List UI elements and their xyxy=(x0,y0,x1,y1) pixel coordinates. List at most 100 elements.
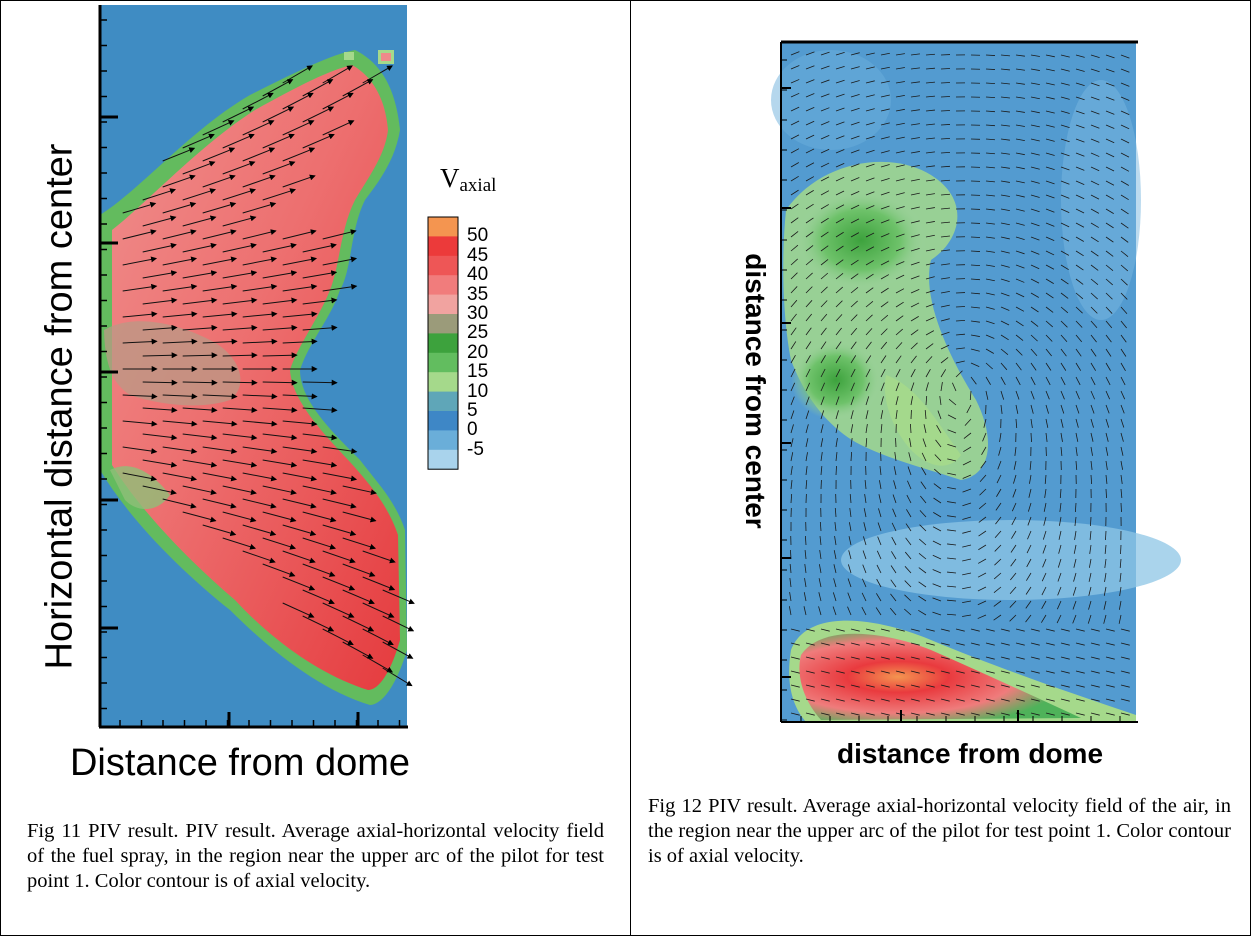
velocity-vector xyxy=(940,249,950,252)
velocity-vector xyxy=(820,452,823,462)
velocity-vector xyxy=(925,395,928,406)
velocity-vector xyxy=(805,479,808,490)
velocity-vector xyxy=(1059,502,1062,512)
velocity-vector xyxy=(940,290,950,294)
velocity-vector xyxy=(835,163,845,168)
velocity-vector xyxy=(970,656,980,660)
velocity-vector xyxy=(322,576,356,591)
velocity-vector xyxy=(835,327,842,336)
colorbar-segment xyxy=(428,217,458,237)
velocity-vector xyxy=(951,382,957,392)
velocity-vector xyxy=(1075,306,1083,314)
velocity-vector xyxy=(910,192,920,196)
velocity-vector xyxy=(1120,138,1130,144)
velocity-vector xyxy=(910,712,920,716)
velocity-vector xyxy=(362,576,396,591)
velocity-vector xyxy=(142,485,177,496)
velocity-vector xyxy=(1045,334,1053,342)
velocity-vector xyxy=(1015,166,1025,170)
velocity-vector xyxy=(993,600,1002,607)
legend-level-label: 15 xyxy=(467,361,489,383)
velocity-vector xyxy=(122,338,158,345)
velocity-vector xyxy=(970,698,980,702)
velocity-vector xyxy=(880,205,890,210)
velocity-vector xyxy=(1045,68,1055,72)
velocity-vector xyxy=(994,544,1002,552)
velocity-vector xyxy=(1090,516,1092,527)
velocity-vector xyxy=(282,446,318,455)
velocity-vector xyxy=(850,232,860,238)
velocity-vector xyxy=(835,656,845,660)
velocity-vector xyxy=(925,684,935,688)
velocity-vector xyxy=(1045,194,1055,199)
velocity-vector xyxy=(818,564,822,574)
velocity-vector xyxy=(940,357,949,364)
velocity-vector xyxy=(1090,432,1094,442)
velocity-vector xyxy=(895,164,905,168)
velocity-vector xyxy=(820,327,827,336)
velocity-vector xyxy=(1090,236,1099,243)
velocity-vector xyxy=(1045,418,1049,428)
velocity-vector xyxy=(985,698,995,702)
velocity-vector xyxy=(820,176,830,182)
velocity-vector xyxy=(955,698,965,702)
velocity-vector xyxy=(1090,208,1100,214)
velocity-vector xyxy=(1105,236,1114,243)
velocity-vector xyxy=(242,550,276,564)
legend-level-label: 45 xyxy=(467,244,489,266)
velocity-vector xyxy=(865,80,875,84)
velocity-vector xyxy=(910,628,920,632)
velocity-vector xyxy=(864,480,867,490)
velocity-vector xyxy=(202,229,237,240)
velocity-vector xyxy=(880,301,889,308)
velocity-vector xyxy=(142,324,178,331)
velocity-vector xyxy=(918,581,927,588)
velocity-vector xyxy=(850,121,860,126)
velocity-vector xyxy=(947,529,957,532)
velocity-vector xyxy=(1120,68,1130,73)
velocity-vector xyxy=(1120,306,1128,314)
velocity-vector xyxy=(850,66,860,70)
right-figure-panel: distance from center distance from dome … xyxy=(631,0,1251,936)
velocity-vector xyxy=(863,508,867,518)
velocity-vector xyxy=(835,93,845,98)
velocity-vector xyxy=(1120,628,1130,632)
velocity-vector xyxy=(242,393,278,400)
velocity-vector xyxy=(977,572,987,578)
velocity-vector xyxy=(910,67,920,70)
velocity-vector xyxy=(1000,180,1010,183)
velocity-vector xyxy=(876,564,882,574)
velocity-vector xyxy=(182,407,218,414)
velocity-vector xyxy=(925,53,936,56)
velocity-vector xyxy=(910,137,920,140)
left-axis-ticks xyxy=(100,19,401,727)
velocity-vector xyxy=(805,258,814,266)
velocity-vector xyxy=(262,106,295,123)
velocity-vector xyxy=(835,424,839,434)
velocity-vector xyxy=(895,233,905,238)
velocity-vector xyxy=(1045,236,1055,242)
velocity-vector xyxy=(864,494,867,504)
velocity-vector xyxy=(835,410,839,420)
velocity-vector xyxy=(1000,292,1010,297)
velocity-vector xyxy=(1000,138,1010,141)
velocity-vector xyxy=(342,563,376,577)
velocity-vector xyxy=(820,135,830,140)
velocity-vector xyxy=(925,95,935,98)
velocity-vector xyxy=(865,300,874,308)
velocity-vector xyxy=(880,246,890,252)
velocity-vector xyxy=(342,511,377,523)
velocity-vector xyxy=(362,654,394,673)
velocity-vector xyxy=(880,233,890,238)
velocity-vector xyxy=(865,232,875,238)
velocity-vector xyxy=(1075,656,1085,660)
velocity-vector xyxy=(895,192,905,196)
velocity-vector xyxy=(880,94,890,98)
velocity-vector xyxy=(1000,698,1010,702)
right-y-axis-title: distance from center xyxy=(740,253,771,529)
velocity-vector xyxy=(1090,642,1100,646)
velocity-vector xyxy=(835,684,845,688)
velocity-vector xyxy=(1090,320,1098,328)
velocity-vector xyxy=(889,607,897,616)
velocity-vector xyxy=(262,485,297,496)
